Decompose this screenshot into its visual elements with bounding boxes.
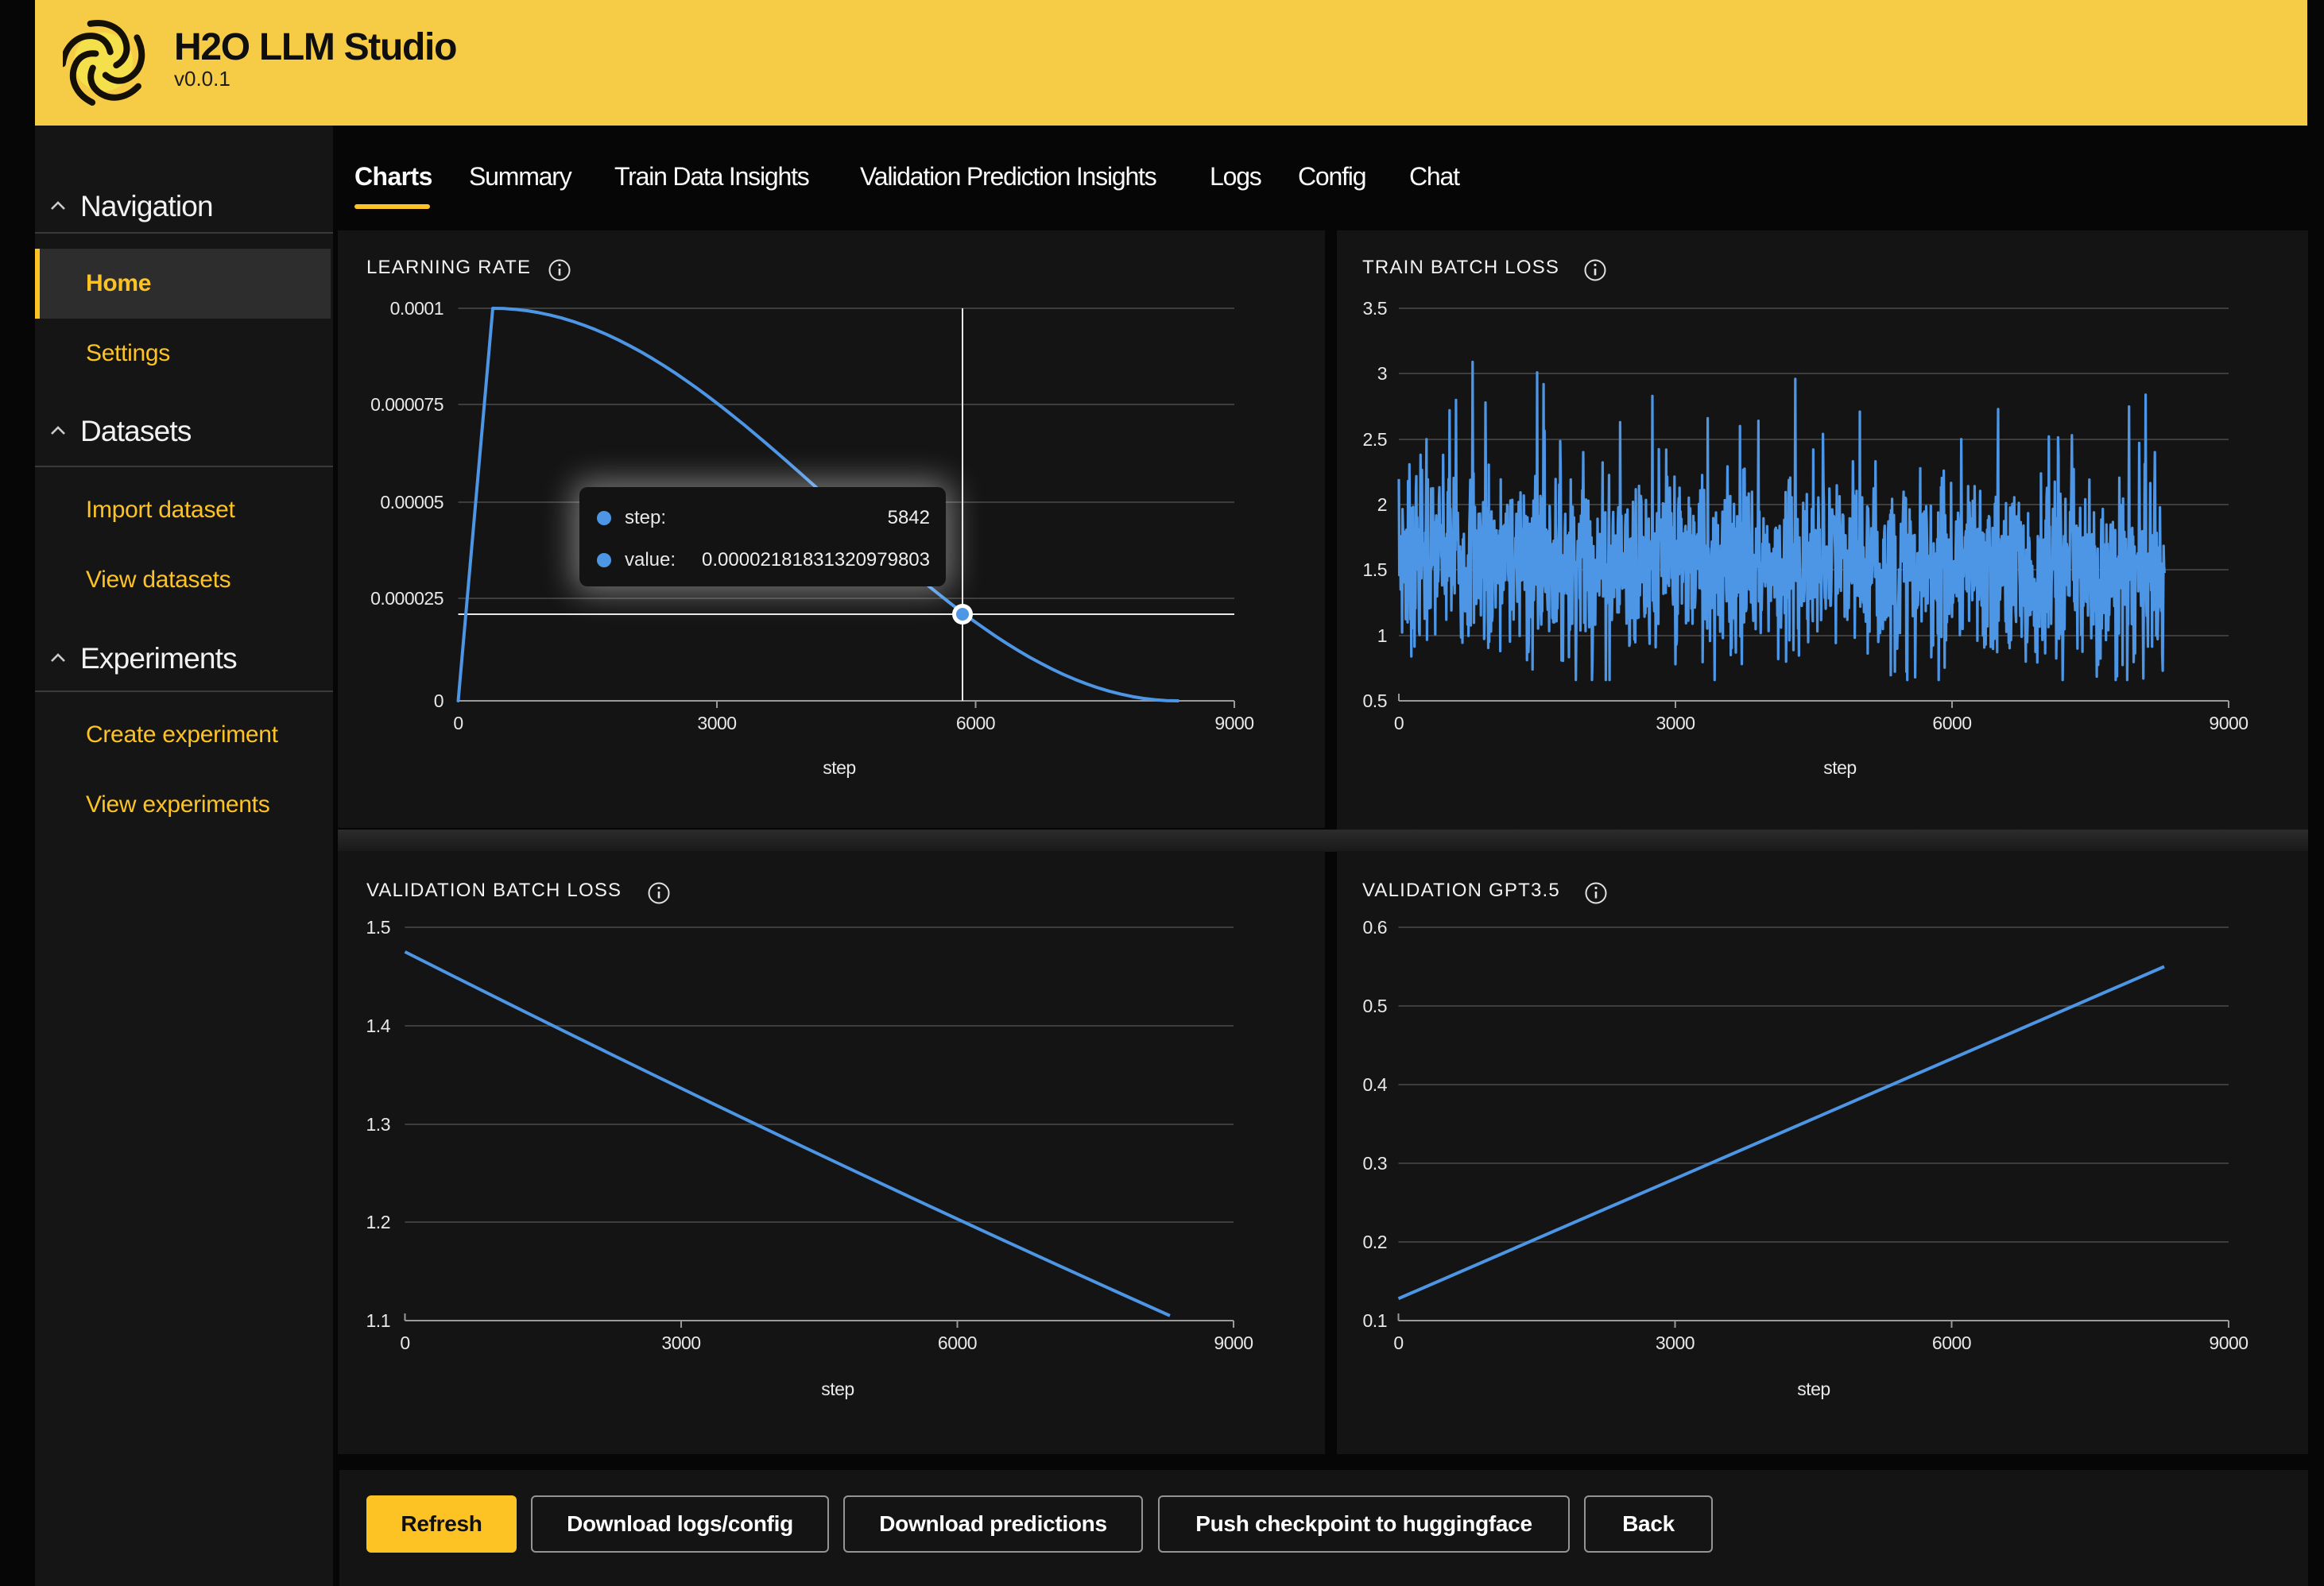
svg-text:step: step	[1823, 757, 1856, 778]
svg-text:3000: 3000	[1656, 1333, 1695, 1353]
svg-text:3000: 3000	[661, 1333, 700, 1353]
svg-text:1.1: 1.1	[366, 1310, 390, 1331]
svg-text:0.000025: 0.000025	[370, 588, 443, 609]
svg-text:0.6: 0.6	[1363, 917, 1387, 938]
svg-text:9000: 9000	[2209, 1333, 2248, 1353]
svg-text:0: 0	[1393, 1333, 1403, 1353]
svg-text:0.5: 0.5	[1363, 690, 1387, 711]
svg-text:2.5: 2.5	[1363, 429, 1387, 450]
svg-text:3.5: 3.5	[1363, 298, 1387, 319]
svg-text:0.00005: 0.00005	[380, 492, 443, 513]
svg-text:step: step	[1797, 1379, 1830, 1399]
svg-text:0.0001: 0.0001	[390, 298, 443, 319]
svg-text:0: 0	[400, 1333, 409, 1353]
svg-text:6000: 6000	[956, 713, 995, 733]
svg-text:0.3: 0.3	[1363, 1153, 1387, 1174]
svg-text:0: 0	[434, 690, 443, 711]
svg-text:3000: 3000	[697, 713, 736, 733]
svg-text:6000: 6000	[1932, 1333, 1971, 1353]
svg-text:3: 3	[1377, 363, 1387, 384]
svg-text:step: step	[823, 757, 855, 778]
svg-text:0.000075: 0.000075	[370, 394, 443, 415]
svg-text:1.5: 1.5	[366, 917, 390, 938]
svg-text:0.5: 0.5	[1363, 996, 1387, 1016]
svg-text:1.2: 1.2	[366, 1212, 390, 1232]
svg-text:6000: 6000	[1932, 713, 1971, 733]
svg-text:9000: 9000	[1214, 1333, 1253, 1353]
svg-text:0: 0	[1394, 713, 1404, 733]
svg-text:0.2: 0.2	[1363, 1232, 1387, 1252]
svg-text:0: 0	[453, 713, 463, 733]
svg-text:1.3: 1.3	[366, 1114, 390, 1135]
svg-text:1: 1	[1377, 625, 1387, 646]
svg-text:2: 2	[1377, 494, 1387, 515]
svg-text:0.4: 0.4	[1363, 1074, 1388, 1095]
svg-text:1.5: 1.5	[1363, 559, 1387, 580]
svg-text:0.1: 0.1	[1363, 1310, 1387, 1331]
svg-text:1.4: 1.4	[366, 1015, 391, 1036]
svg-text:9000: 9000	[2209, 713, 2248, 733]
svg-text:step: step	[821, 1379, 854, 1399]
svg-text:3000: 3000	[1656, 713, 1695, 733]
svg-text:6000: 6000	[938, 1333, 977, 1353]
svg-text:9000: 9000	[1214, 713, 1253, 733]
